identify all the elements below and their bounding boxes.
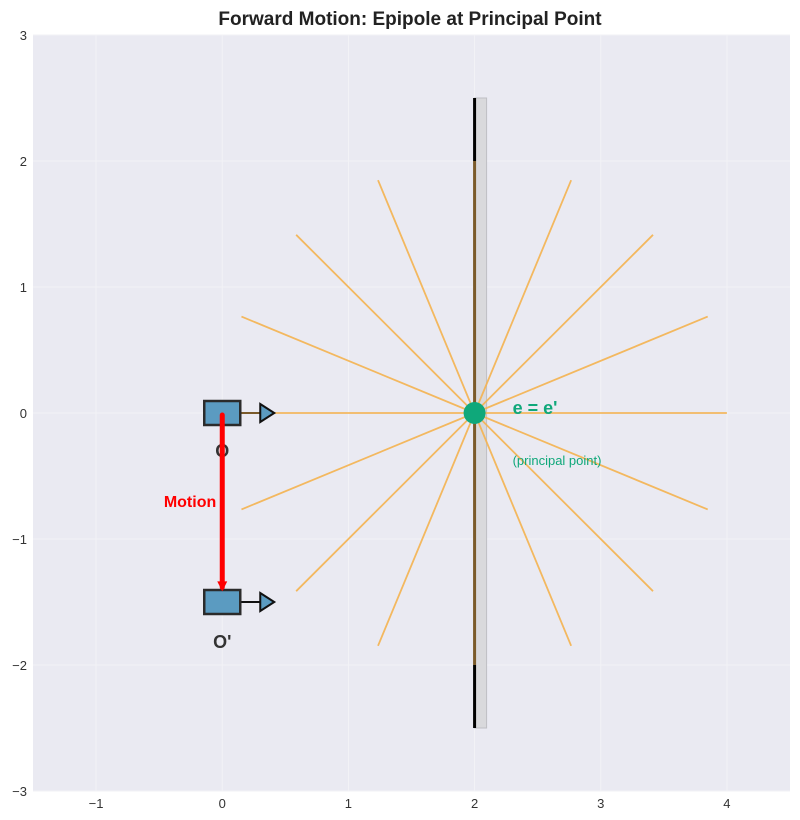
y-tick-label: −1: [12, 532, 27, 547]
epipolar-line: [241, 315, 475, 414]
epipolar-line: [377, 412, 476, 647]
y-tick-label: 1: [20, 280, 27, 295]
epipole-sublabel: (principal point): [513, 453, 602, 468]
epipolar-line: [473, 412, 654, 592]
tick-labels: −1 0 1 2 3 4 −3 −2 −1 0 1 2 3: [12, 28, 730, 811]
epipolar-line: [473, 179, 572, 414]
epipolar-line: [295, 234, 476, 414]
epipolar-line: [241, 412, 475, 511]
x-tick-label: 0: [219, 796, 226, 811]
epipole-marker: [463, 402, 486, 424]
y-tick-label: 3: [20, 28, 27, 43]
epipolar-line: [377, 179, 476, 414]
chart-title: Forward Motion: Epipole at Principal Poi…: [218, 9, 602, 30]
camera-label: O': [213, 632, 231, 652]
y-tick-label: −3: [12, 784, 27, 799]
epipolar-line: [295, 412, 476, 592]
y-tick-label: 2: [20, 154, 27, 169]
x-tick-label: −1: [89, 796, 104, 811]
camera-body-icon: [203, 588, 242, 616]
camera-o-prime: O': [203, 588, 277, 652]
epipolar-line: [474, 412, 709, 511]
x-tick-label: 3: [597, 796, 604, 811]
epipolar-lines: [222, 179, 727, 647]
y-tick-label: −2: [12, 658, 27, 673]
x-tick-label: 2: [471, 796, 478, 811]
motion-arrow: [217, 412, 228, 592]
camera-direction-icon: [259, 591, 277, 613]
epipolar-line: [474, 315, 709, 414]
x-tick-label: 1: [345, 796, 352, 811]
motion-label: Motion: [164, 494, 216, 511]
motion-arrowhead: [217, 581, 228, 592]
x-tick-label: 4: [723, 796, 730, 811]
camera-direction-icon: [259, 402, 277, 424]
epipole-label: e = e': [513, 398, 558, 418]
epipolar-line: [473, 412, 572, 647]
y-tick-label: 0: [20, 406, 27, 421]
epipolar-line: [473, 234, 654, 414]
